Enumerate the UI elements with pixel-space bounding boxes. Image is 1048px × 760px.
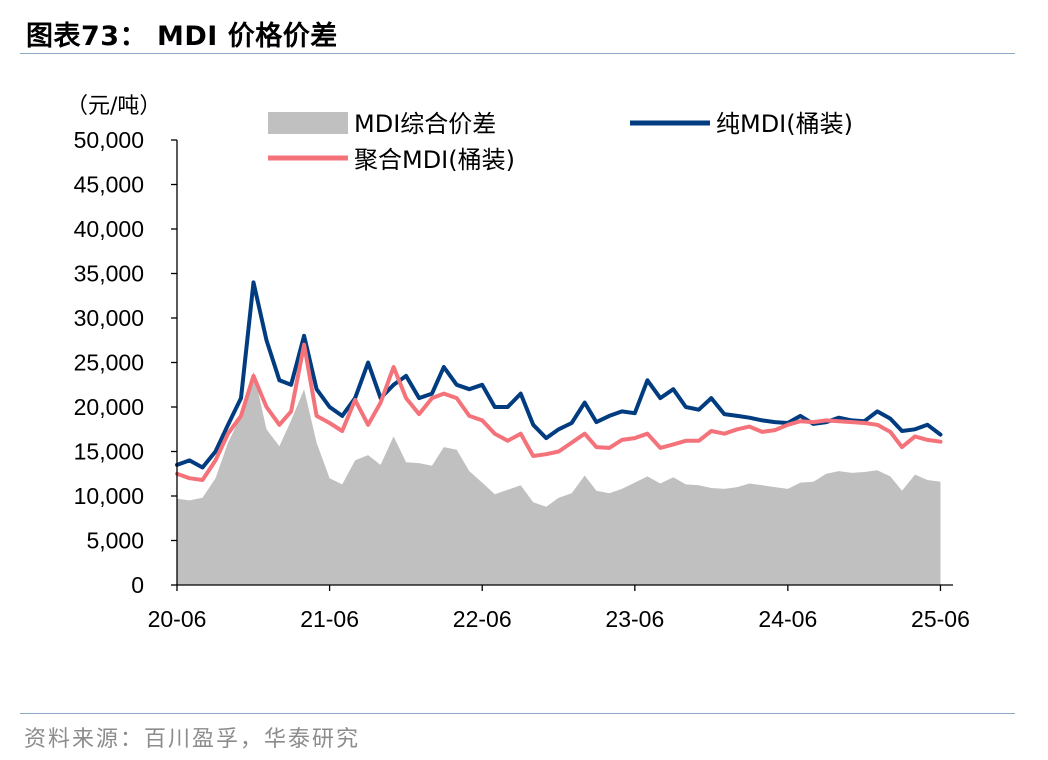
y-tick-label: 30,000 (74, 305, 144, 331)
legend: MDI综合价差 纯MDI(桶装) 聚合MDI(桶装) (268, 110, 853, 174)
series-polymeric-mdi-line (175, 342, 943, 482)
x-tick-label: 20-06 (148, 606, 207, 632)
axes-layer: 0 5,000 10,000 15,000 20,000 25,000 30,000 35,0… (74, 127, 970, 632)
y-tick-label: 45,000 (74, 172, 144, 198)
y-tick-label: 0 (131, 572, 144, 598)
source-note: 资料来源：百川盈孚，华泰研究 (24, 727, 361, 752)
title-underline (20, 53, 1015, 54)
series-mdi-spread-area (177, 371, 941, 585)
legend-label-pure-mdi: 纯MDI(桶装) (716, 110, 853, 138)
x-tick-label: 22-06 (453, 606, 512, 632)
y-tick-label: 15,000 (74, 439, 144, 465)
source-rule (20, 713, 1015, 714)
y-tick-label: 50,000 (74, 127, 144, 153)
y-tick-label: 25,000 (74, 350, 144, 376)
price-lines-layer (175, 280, 943, 482)
legend-label-spread: MDI综合价差 (354, 110, 496, 138)
y-axis-unit: （元/吨） (66, 94, 162, 119)
spread-area-layer (177, 371, 941, 585)
y-tick-label: 10,000 (74, 483, 144, 509)
x-tick-label: 25-06 (911, 606, 970, 632)
y-tick-label: 35,000 (74, 261, 144, 287)
y-tick-label: 20,000 (74, 394, 144, 420)
legend-swatch-spread (268, 112, 348, 134)
legend-label-polymeric-mdi: 聚合MDI(桶装) (354, 146, 515, 174)
x-tick-label: 23-06 (605, 606, 664, 632)
x-tick-label: 24-06 (758, 606, 817, 632)
figure-title: 图表73： MDI 价格价差 (26, 21, 338, 52)
y-tick-label: 40,000 (74, 216, 144, 242)
x-tick-label: 21-06 (300, 606, 359, 632)
y-tick-label: 5,000 (86, 528, 144, 554)
